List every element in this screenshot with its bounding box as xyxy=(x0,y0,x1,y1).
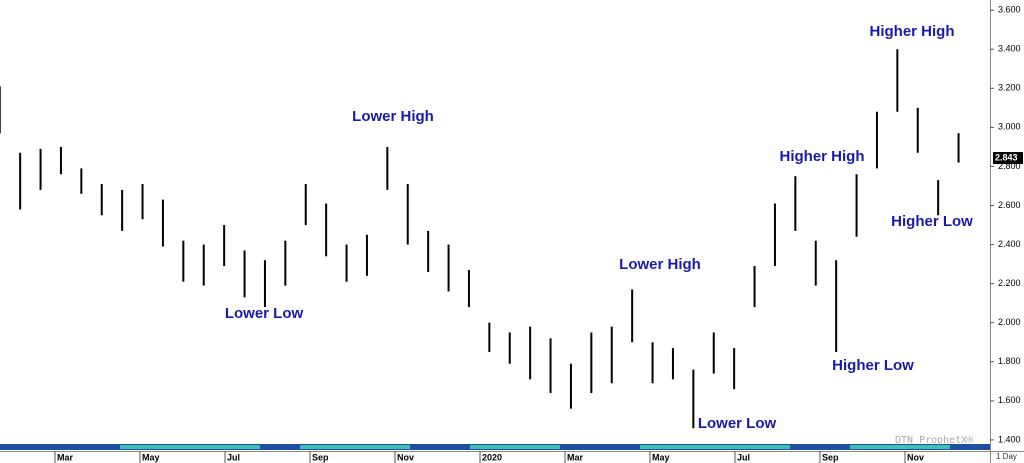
annotation: Higher High xyxy=(870,23,955,40)
y-tick-label: 1.400 xyxy=(998,434,1021,444)
x-tick-label: Nov xyxy=(397,452,414,462)
time-strip-segment xyxy=(470,445,560,449)
last-price-label: 2.843 xyxy=(995,152,1018,162)
y-tick-label: 2.800 xyxy=(998,161,1021,171)
watermark: DTN ProphetX® xyxy=(895,435,974,446)
annotation: Lower High xyxy=(619,256,701,273)
x-tick-label: Sep xyxy=(822,452,839,462)
x-tick-label: May xyxy=(142,452,160,462)
interval-label: 1 Day xyxy=(996,452,1017,461)
y-tick-label: 3.600 xyxy=(998,5,1021,15)
time-strip-segment xyxy=(120,445,260,449)
x-tick-label: 2020 xyxy=(482,452,502,462)
y-tick-label: 3.000 xyxy=(998,122,1021,132)
x-tick-label: Jul xyxy=(737,452,750,462)
y-tick-label: 3.200 xyxy=(998,83,1021,93)
annotation: Lower Low xyxy=(698,415,777,432)
last-price-box xyxy=(993,152,1023,165)
annotation: Higher Low xyxy=(832,357,914,374)
x-tick-label: Jul xyxy=(227,452,240,462)
annotation: Higher High xyxy=(780,148,865,165)
x-tick-label: May xyxy=(652,452,670,462)
annotation: Lower Low xyxy=(225,305,304,322)
x-tick-label: Sep xyxy=(312,452,329,462)
annotation: Higher Low xyxy=(891,213,973,230)
x-tick-label: Mar xyxy=(567,452,584,462)
y-tick-label: 2.600 xyxy=(998,200,1021,210)
x-tick-label: Mar xyxy=(57,452,74,462)
y-tick-label: 2.000 xyxy=(998,317,1021,327)
time-strip-segment xyxy=(300,445,410,449)
time-strip-segment xyxy=(850,445,950,449)
y-tick-label: 1.600 xyxy=(998,395,1021,405)
annotation: Lower High xyxy=(352,108,434,125)
y-tick-label: 3.400 xyxy=(998,44,1021,54)
x-tick-label: Nov xyxy=(907,452,924,462)
time-strip-segment xyxy=(640,445,790,449)
y-tick-label: 1.800 xyxy=(998,356,1021,366)
y-tick-label: 2.400 xyxy=(998,239,1021,249)
y-tick-label: 2.200 xyxy=(998,278,1021,288)
